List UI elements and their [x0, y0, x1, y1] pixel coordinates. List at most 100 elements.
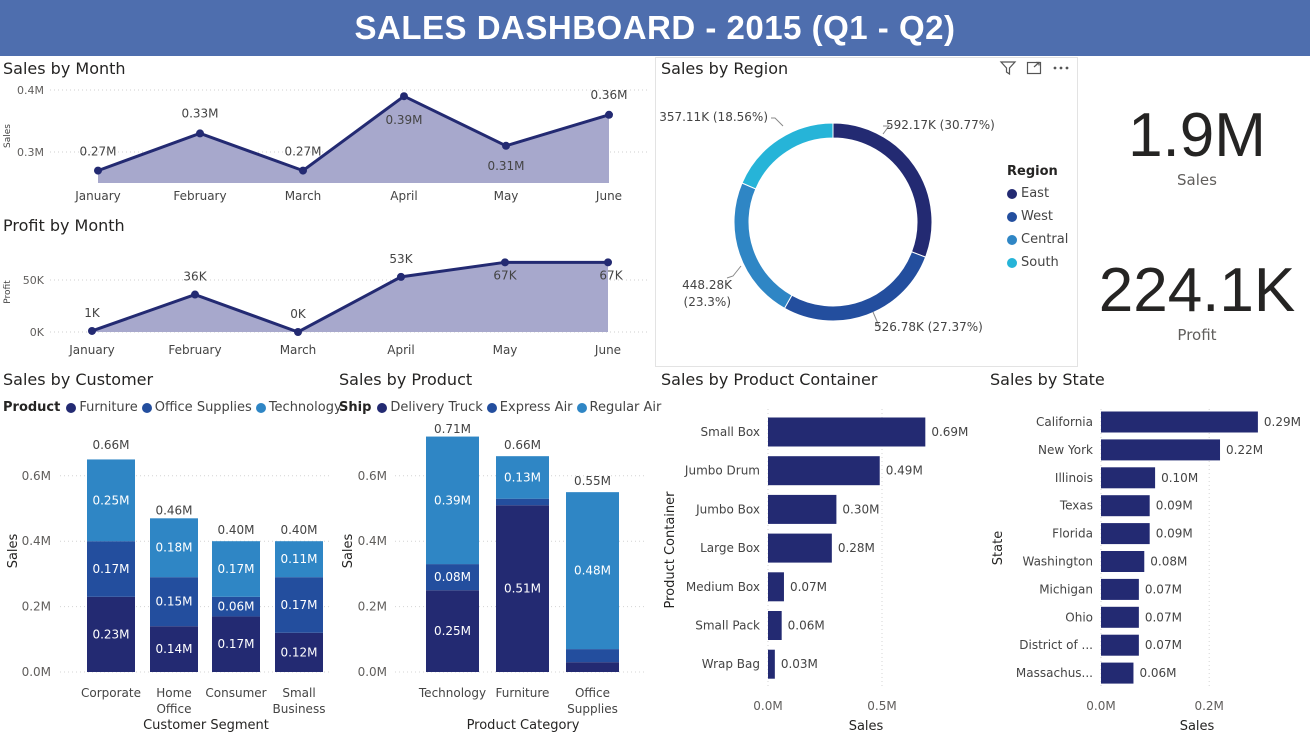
bar[interactable] — [1101, 411, 1258, 433]
bar-segment[interactable] — [87, 541, 135, 597]
profit-card-value: 224.1K — [1098, 256, 1296, 325]
bar-segment[interactable] — [496, 498, 549, 506]
legend-item-east[interactable]: East — [1007, 186, 1068, 201]
legend-item-south[interactable]: South — [1007, 255, 1068, 270]
bar[interactable] — [1101, 551, 1145, 572]
slice-label-central-pct: (23.3%) — [684, 295, 731, 309]
y-tick-label: Medium Box — [686, 580, 760, 594]
sales-by-container-chart[interactable]: 0.0M 0.5M Sales Product Container Small Box 0… — [655, 395, 985, 735]
leader-line — [726, 265, 742, 279]
x-tick-label: Furniture — [496, 686, 550, 700]
legend-item-central[interactable]: Central — [1007, 232, 1068, 247]
y-tick-label: Massachus... — [1016, 666, 1093, 680]
legend-dot-regular-air — [576, 402, 587, 413]
x-tick-label: Corporate — [81, 686, 141, 700]
bar-segment[interactable] — [426, 564, 479, 591]
bar[interactable] — [1101, 439, 1221, 461]
legend-item-express-air[interactable]: Express Air — [486, 400, 573, 415]
bar[interactable] — [768, 611, 782, 640]
bar[interactable] — [1101, 495, 1150, 517]
bar-segment[interactable] — [426, 590, 479, 672]
x-tick-label: May — [493, 343, 518, 357]
bar-segment[interactable] — [496, 456, 549, 499]
x-tick-label: Home — [156, 686, 191, 700]
bar-segment[interactable] — [426, 436, 479, 565]
bar-segment[interactable] — [87, 596, 135, 672]
bar[interactable] — [1101, 634, 1139, 656]
bar-segment[interactable] — [275, 541, 323, 578]
bar-segment[interactable] — [150, 626, 198, 672]
data-point[interactable] — [294, 328, 302, 336]
focus-mode-icon[interactable] — [1026, 61, 1042, 79]
data-label: 0.39M — [385, 113, 422, 127]
sales-by-product-chart[interactable]: 0.0M 0.2M 0.4M 0.6M Sales Product Category 0.2… — [335, 420, 655, 735]
bar[interactable] — [768, 456, 880, 486]
bar[interactable] — [768, 417, 926, 447]
bar-segment[interactable] — [150, 518, 198, 578]
data-point[interactable] — [605, 110, 613, 119]
donut-slice-west[interactable] — [783, 251, 927, 322]
bar[interactable] — [768, 649, 775, 679]
donut-slice-east[interactable] — [832, 122, 933, 258]
legend-dot-express-air — [486, 402, 497, 413]
bar[interactable] — [1101, 467, 1156, 489]
segment-label: 0.12M — [280, 645, 317, 659]
data-point[interactable] — [501, 258, 509, 267]
data-label: 0K — [290, 307, 307, 321]
donut-slice-south[interactable] — [741, 122, 834, 190]
bar[interactable] — [1101, 662, 1134, 684]
bar[interactable] — [1101, 578, 1139, 600]
filter-icon[interactable] — [999, 61, 1017, 79]
y-tick-label: 0K — [30, 326, 45, 339]
donut-slice-central[interactable] — [733, 182, 793, 309]
sales-by-customer-chart[interactable]: 0.0M 0.2M 0.4M 0.6M Sales Customer Segment 0.2… — [0, 420, 335, 735]
bar[interactable] — [768, 572, 784, 602]
legend-item-furniture[interactable]: Furniture — [66, 400, 138, 415]
x-tick-label: April — [390, 189, 417, 203]
sales-by-month-chart[interactable]: 0.3M 0.4M Sales 0.27M January 0.33M February 0.… — [0, 80, 650, 210]
data-point[interactable] — [397, 272, 405, 281]
data-point[interactable] — [604, 258, 612, 267]
bar-segment[interactable] — [275, 577, 323, 633]
bar[interactable] — [768, 494, 837, 524]
bar[interactable] — [768, 533, 832, 563]
bar-segment[interactable] — [87, 459, 135, 542]
data-point[interactable] — [88, 326, 96, 335]
legend-item-west[interactable]: West — [1007, 209, 1068, 224]
bar-segment[interactable] — [275, 632, 323, 672]
data-point[interactable] — [502, 141, 510, 150]
data-point[interactable] — [400, 92, 408, 101]
bar-segment[interactable] — [566, 662, 619, 672]
legend-item-office-supplies[interactable]: Office Supplies — [141, 400, 252, 415]
bar[interactable] — [1101, 606, 1139, 628]
leader-line — [882, 125, 890, 135]
data-label: 0.06M — [788, 619, 825, 633]
more-options-icon[interactable] — [1052, 61, 1070, 79]
sales-card-value: 1.9M — [1128, 101, 1266, 170]
legend-label-technology: Technology — [268, 400, 342, 415]
profit-by-month-chart[interactable]: 0K 50K Profit 1K January 36K February 0K March 53… — [0, 238, 650, 363]
bar-segment[interactable] — [212, 616, 260, 672]
sales-by-container-title: Sales by Product Container — [661, 370, 878, 389]
data-label: 0.07M — [1145, 610, 1182, 624]
data-point[interactable] — [94, 166, 102, 175]
legend-item-regular-air[interactable]: Regular Air — [576, 400, 661, 415]
data-point[interactable] — [196, 129, 204, 138]
bar-segment[interactable] — [212, 541, 260, 597]
bar-segment[interactable] — [212, 596, 260, 617]
data-point[interactable] — [191, 290, 199, 299]
legend-item-technology[interactable]: Technology — [255, 400, 342, 415]
x-tick-label: 0.0M — [1086, 699, 1115, 713]
leader-line — [771, 117, 784, 127]
legend-dot-office-supplies — [141, 402, 152, 413]
data-point[interactable] — [299, 166, 307, 175]
bar-segment[interactable] — [566, 649, 619, 663]
sales-by-state-chart[interactable]: 0.0M 0.2M Sales State California 0.29M New Yor… — [985, 395, 1305, 735]
data-label: 0.09M — [1156, 527, 1193, 541]
bar-segment[interactable] — [150, 577, 198, 627]
bar-segment[interactable] — [496, 505, 549, 672]
bar-segment[interactable] — [566, 492, 619, 650]
sales-by-region-chart[interactable]: 592.17K (30.77%) 526.78K (27.37%) 448.28K (… — [655, 80, 1000, 365]
legend-item-delivery-truck[interactable]: Delivery Truck — [377, 400, 483, 415]
bar[interactable] — [1101, 523, 1150, 545]
